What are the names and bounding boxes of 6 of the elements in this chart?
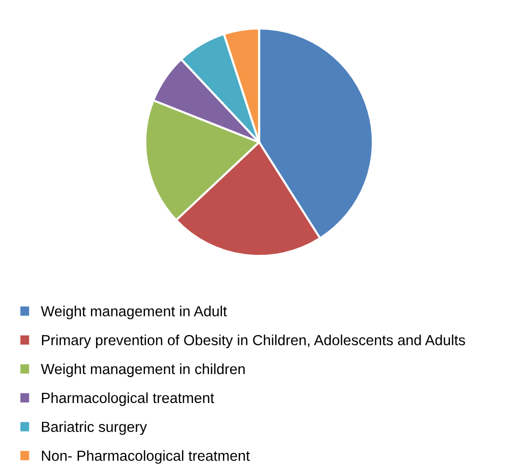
legend-label: Primary prevention of Obesity in Children, Adolescents and Adults	[42, 334, 466, 348]
legend-label: Non- Pharmacological treatment	[42, 450, 250, 464]
legend-label: Weight management in children	[40, 363, 245, 378]
legend-label: Pharmacological treatment	[42, 392, 214, 406]
legend-label: Weight management in Adult	[40, 306, 227, 320]
legend-label: Bariatric surgery	[42, 421, 147, 435]
